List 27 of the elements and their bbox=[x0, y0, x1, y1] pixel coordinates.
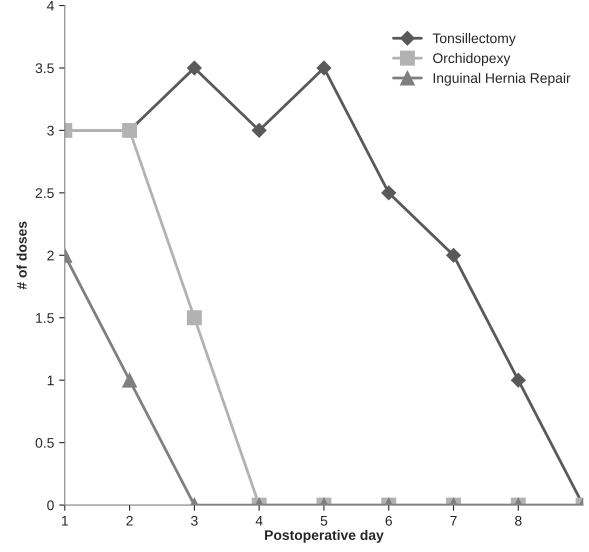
y-tick-label: 2 bbox=[47, 250, 54, 260]
y-tick-label: 0 bbox=[47, 500, 54, 510]
y-tick-label: 3.5 bbox=[36, 63, 54, 74]
point bbox=[446, 248, 461, 263]
point bbox=[316, 60, 332, 76]
x-tick-label: 1 bbox=[62, 516, 68, 526]
x-tick-label: 3 bbox=[191, 516, 198, 526]
y-axis-title: # of doses bbox=[16, 222, 27, 290]
y-tick-label: 1.5 bbox=[36, 313, 54, 323]
legend-label: Inguinal Hernia Repair bbox=[434, 72, 570, 86]
x-tick-label: 7 bbox=[450, 516, 457, 526]
x-axis-title: Postoperative day bbox=[265, 530, 384, 543]
y-tick-label: 3 bbox=[47, 126, 54, 136]
x-tick-label: 4 bbox=[256, 516, 263, 526]
x-tick-label: 6 bbox=[386, 516, 392, 526]
x-tick-label: 8 bbox=[515, 516, 522, 526]
legend-label: Tonsillectomy bbox=[432, 33, 516, 46]
point bbox=[186, 60, 202, 76]
y-tick-label: 1 bbox=[48, 376, 54, 386]
x-tick-label: 5 bbox=[320, 516, 328, 526]
y-tick-label: 2.5 bbox=[36, 188, 54, 198]
x-tick-label: 2 bbox=[126, 516, 133, 526]
y-tick-label: 4 bbox=[46, 0, 54, 11]
point bbox=[252, 123, 267, 138]
legend-label: Orchidopexy bbox=[433, 52, 510, 66]
point bbox=[381, 185, 396, 200]
y-tick-label: 0.5 bbox=[36, 438, 54, 448]
